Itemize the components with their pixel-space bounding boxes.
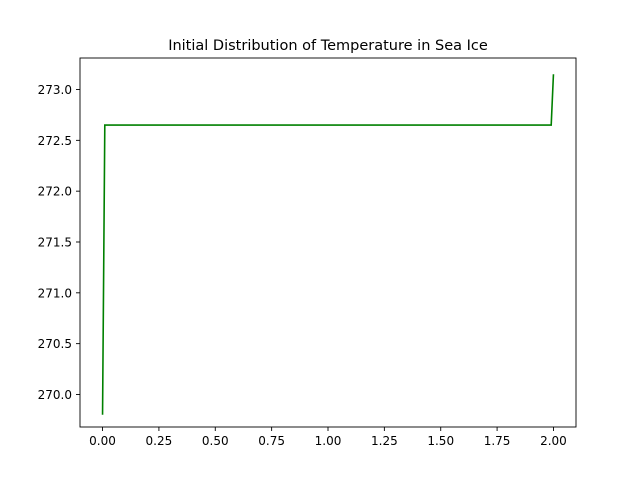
series-line-0 [101,74,555,415]
y-tick-label: 273.0 [38,83,72,97]
x-tick-label: 1.25 [371,434,398,448]
y-tick-label: 271.5 [38,235,72,249]
x-tick-label: 2.00 [540,434,567,448]
plot-area: 0.00 0.25 0.50 0.75 1.00 1.25 1.50 1.75 2.00 270.… [38,57,577,448]
chart-title: Initial Distribution of Temperature in S… [168,38,488,54]
x-tick-label: 0.75 [258,434,285,448]
y-tick-label: 270.0 [38,388,72,402]
y-tick-label: 272.0 [38,185,72,199]
x-tick-label: 0.50 [202,434,229,448]
x-tick-label: 0.25 [146,434,173,448]
x-tick-label: 0.00 [89,434,116,448]
y-tick-label: 272.5 [38,134,72,148]
x-tick-label: 1.00 [315,434,342,448]
x-tick-label: 1.50 [427,434,454,448]
y-tick-label: 270.5 [38,337,72,351]
y-tick-label: 271.0 [38,286,72,300]
x-tick-label: 1.75 [484,434,511,448]
